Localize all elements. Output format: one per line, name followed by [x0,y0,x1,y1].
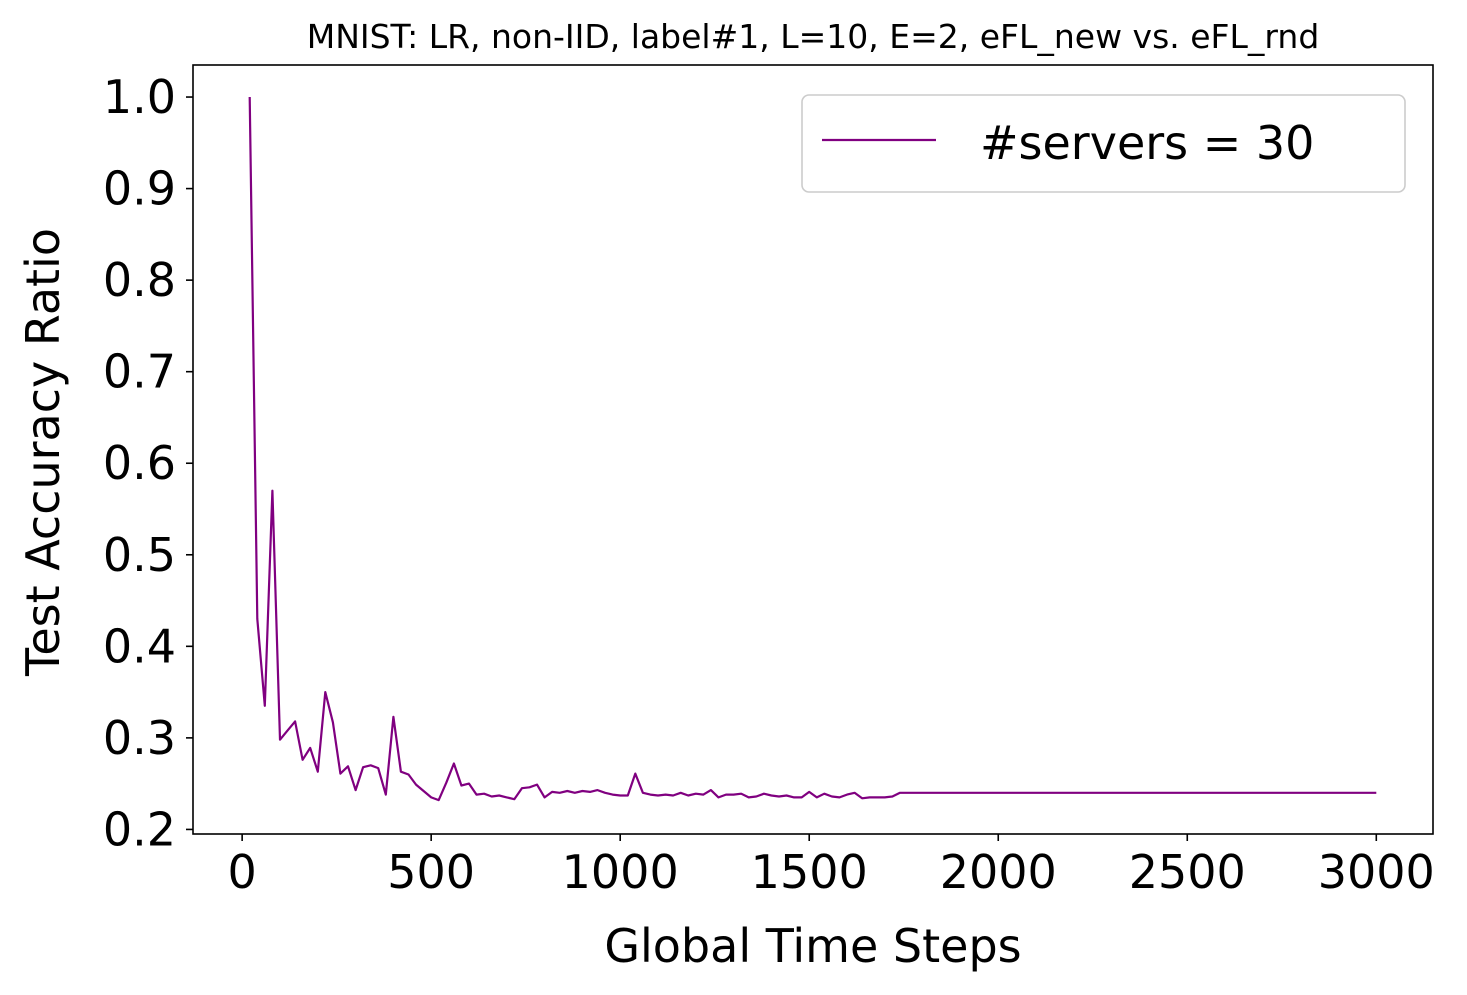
legend-box [801,94,1406,193]
y-tick-label: 0.9 [103,162,176,216]
y-tick-label: 0.3 [103,711,176,765]
y-tick-label: 0.7 [103,345,176,399]
y-tick-label: 0.4 [103,619,176,673]
legend-label: #servers = 30 [980,116,1314,170]
y-tick-label: 1.0 [103,70,176,124]
chart-title: MNIST: LR, non-IID, label#1, L=10, E=2, … [307,17,1320,56]
y-tick-label: 0.8 [103,253,176,307]
plot-area [248,96,1377,802]
y-tick-label: 0.6 [103,436,176,490]
x-tick-label: 2500 [1129,845,1246,899]
x-tick-label: 500 [387,845,475,899]
x-tick-label: 3000 [1318,845,1435,899]
x-axis-label: Global Time Steps [604,919,1021,973]
x-tick-label: 1500 [751,845,868,899]
x-tick-label: 2000 [940,845,1057,899]
series-line-0 [248,96,1377,802]
legend: #servers = 30 [801,94,1406,193]
plot-frame [192,64,1434,835]
y-tick-label: 0.5 [103,528,176,582]
x-tick-label: 1000 [562,845,679,899]
axes: 0 500 1000 1500 2000 2500 3000 0.2 0.3 0.4 0.5 0.6 0… [103,64,1435,899]
y-axis-label: Test Accuracy Ratio [16,228,70,677]
y-tick-label: 0.2 [103,802,176,856]
x-tick-label: 0 [228,845,257,899]
